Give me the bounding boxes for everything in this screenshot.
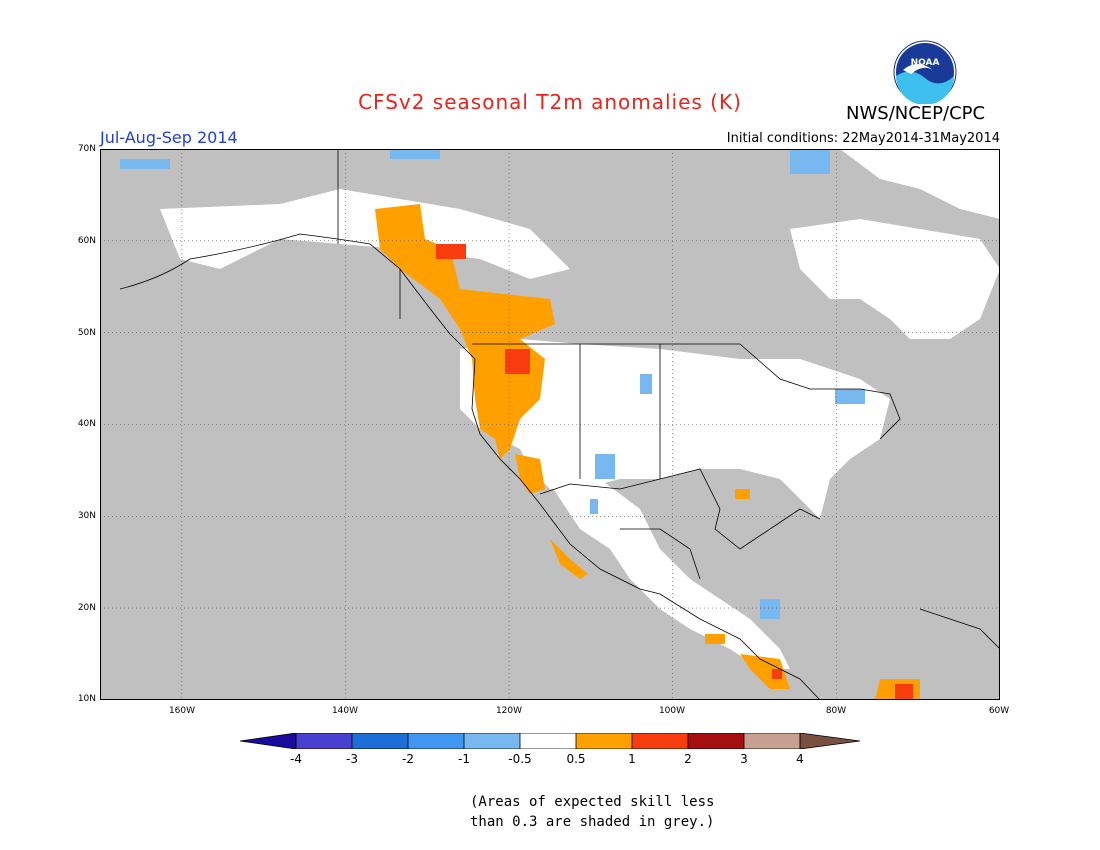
legend-label: 1 [628, 752, 636, 766]
legend-label: -0.5 [508, 752, 532, 766]
noaa-logo-icon: NOAA [893, 40, 957, 104]
color-legend-bar [240, 733, 860, 749]
legend-label: -3 [346, 752, 358, 766]
lon-label-160w: 160W [168, 706, 196, 716]
legend-swatch-7 [632, 733, 688, 749]
initial-conditions-label: Initial conditions: 22May2014-31May2014 [726, 131, 1000, 146]
anomaly-map [100, 149, 1000, 700]
skill-note: (Areas of expected skill less than 0.3 a… [470, 792, 714, 832]
legend-label: 4 [796, 752, 804, 766]
legend-label: 0.5 [566, 752, 586, 766]
legend-swatch-3 [408, 733, 464, 749]
agency-label: NWS/NCEP/CPC [846, 103, 986, 124]
legend-swatch-10 [800, 733, 860, 749]
lat-label-60n: 60N [77, 236, 96, 246]
lat-label-40n: 40N [77, 419, 96, 429]
legend-label: 3 [740, 752, 748, 766]
legend-swatch-1 [296, 733, 352, 749]
legend-swatch-2 [352, 733, 408, 749]
legend-swatch-0 [240, 733, 296, 749]
land-white-areas [160, 149, 1000, 669]
legend-label: -2 [402, 752, 414, 766]
skill-note-line-1: (Areas of expected skill less [470, 794, 715, 810]
lon-label-60w: 60W [988, 706, 1010, 716]
season-label: Jul-Aug-Sep 2014 [100, 128, 238, 147]
legend-swatch-5 [520, 733, 576, 749]
lat-label-50n: 50N [77, 328, 96, 338]
legend-label: -1 [458, 752, 470, 766]
chart-title: CFSv2 seasonal T2m anomalies (K) [358, 90, 742, 114]
lon-label-80w: 80W [825, 706, 847, 716]
legend-swatch-8 [688, 733, 744, 749]
cool-anomaly-areas [120, 149, 865, 619]
lat-label-30n: 30N [77, 511, 96, 521]
legend-label: 2 [684, 752, 692, 766]
skill-note-line-2: than 0.3 are shaded in grey.) [470, 814, 715, 830]
svg-text:NOAA: NOAA [911, 58, 940, 68]
lon-label-140w: 140W [331, 706, 359, 716]
lon-label-120w: 120W [495, 706, 523, 716]
coastlines [119, 149, 1000, 700]
legend-label: -4 [290, 752, 302, 766]
lat-label-10n: 10N [77, 694, 96, 704]
lat-label-20n: 20N [77, 603, 96, 613]
legend-swatch-9 [744, 733, 800, 749]
legend-swatch-6 [576, 733, 632, 749]
legend-swatch-4 [464, 733, 520, 749]
lat-label-70n: 70N [77, 144, 96, 154]
lon-label-100w: 100W [658, 706, 686, 716]
